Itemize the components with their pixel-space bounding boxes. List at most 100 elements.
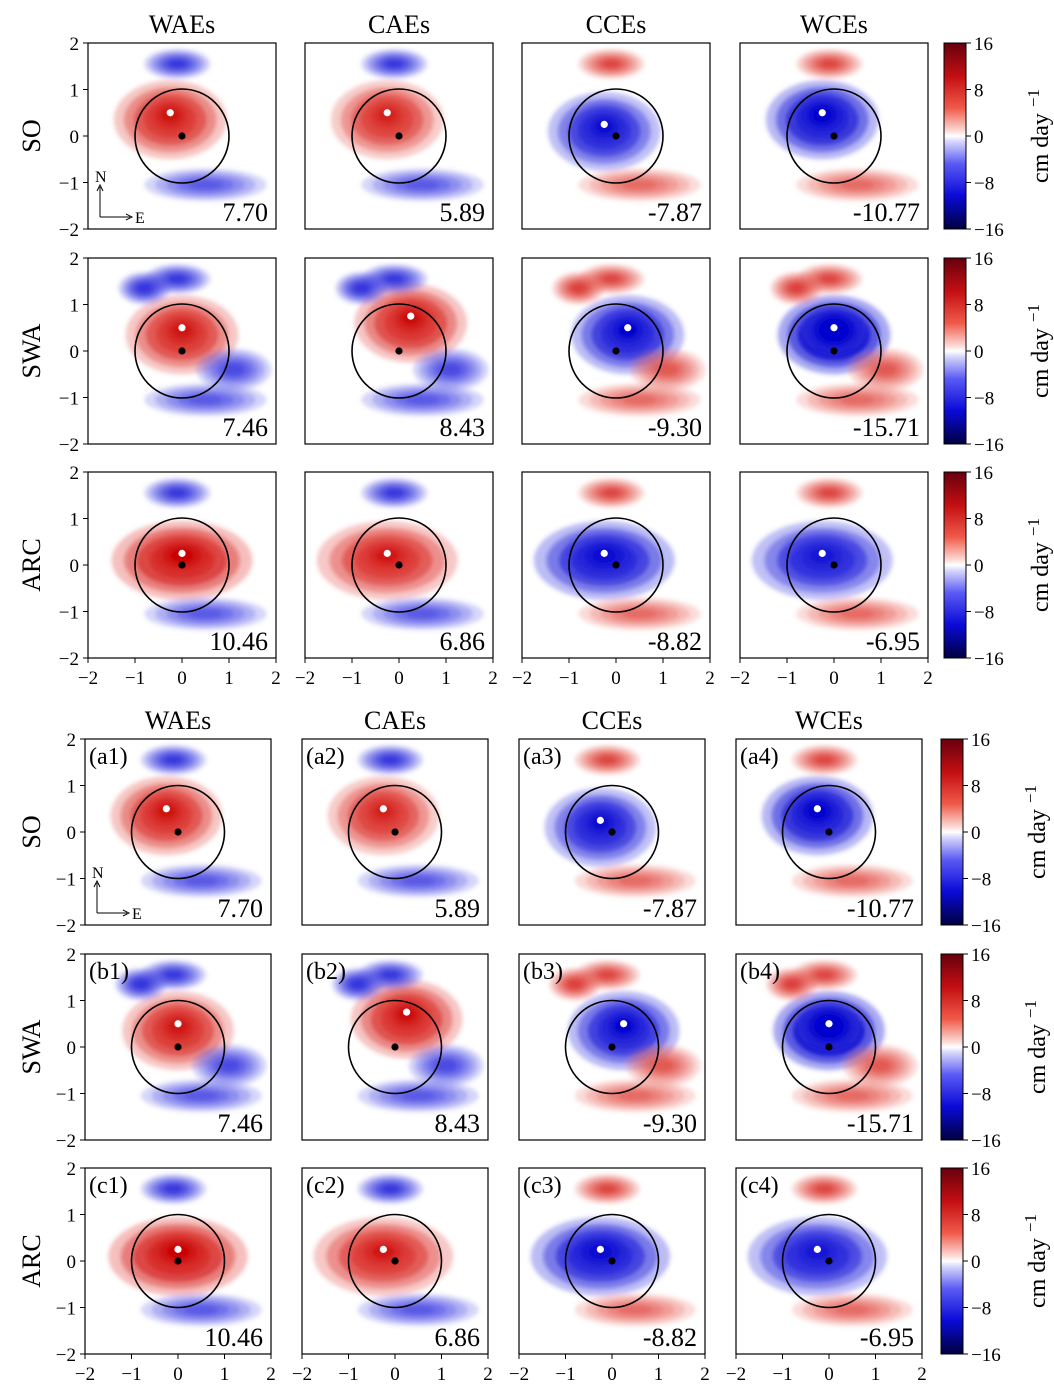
colorbar: 16 8 0 −8 −16 cm day −1 [940,945,1051,1152]
eddy-center [825,828,833,836]
colorbar: 16 8 0 −8 −16 cm day −1 [943,463,1054,670]
panel-value: 8.43 [440,413,486,442]
x-tick-label: 1 [871,1364,881,1385]
eddy-center [391,1257,399,1265]
panel-value: 7.46 [218,1109,264,1138]
contour-field [552,264,706,417]
contour-band [840,395,875,405]
y-tick-label: 1 [70,81,80,102]
x-tick-label: −1 [121,1364,141,1385]
panel-value: -10.77 [853,198,920,227]
contour-band [815,755,834,765]
panel-SO-CCEs: -7.87 [521,42,711,230]
eddy-boundary [781,784,877,880]
eddy-center [178,347,186,355]
colorbar-tick-label: −16 [971,916,1001,937]
panel-label: (b2) [306,959,346,985]
panel-label: (c2) [306,1173,345,1199]
x-tick-label: 2 [271,668,281,689]
eddy-center [608,1043,616,1051]
contour-band [789,283,804,293]
x-tick-label: 2 [483,1364,493,1385]
contour-band [218,1059,240,1072]
contour-field [111,478,267,631]
eddy-boundary [347,1213,443,1309]
panel-frame [301,738,489,926]
eddy-boundary [130,999,226,1095]
contour-band [875,363,897,376]
extremum-point [813,805,821,813]
panel-ARC-CAEs: 6.86 −2 −1 0 1 2 [295,471,498,689]
panel-label: (c3) [523,1173,562,1199]
eddy-center [395,561,403,569]
contour-field [751,478,919,631]
panel-frame [739,42,929,230]
contour-band [188,609,223,619]
contour-band [350,979,365,989]
panel-value: -15.71 [853,413,920,442]
y-tick-label: −1 [56,870,76,891]
contour-band [168,274,187,284]
panel-ARC-WAEs: 10.46 (c1) −2 −1 0 1 2 [75,1167,276,1385]
y-tick-label: 0 [67,1252,77,1273]
eddy-boundary [134,517,230,613]
colorbar-tick-label: −8 [971,870,991,891]
colorbar: 16 8 0 −8 −16 cm day −1 [940,730,1051,937]
eddy-boundary [781,1213,877,1309]
panel-value: -9.30 [643,1109,697,1138]
colorbar-tick-label: 16 [971,730,990,751]
y-tick-label: −1 [59,389,79,410]
x-tick-label: 2 [923,668,933,689]
eddy-boundary [564,784,660,880]
column-title: WAEs [149,10,215,39]
panel-value: 7.70 [218,894,264,923]
colorbar-tick-label: 16 [974,463,993,484]
colorbar-tick-label: −16 [974,649,1004,670]
contour-band [354,283,369,293]
colorbar-tick-label: 0 [971,823,981,844]
colorbar-tick-label: 16 [971,1159,990,1180]
x-tick-label: 2 [488,668,498,689]
eddy-boundary [786,303,882,399]
panel-label: (b1) [89,959,129,985]
eddy-center [830,132,838,140]
panel-frame [518,953,706,1141]
panel-value: 5.89 [435,894,481,923]
contour-band [622,609,657,619]
panel-label: (a1) [89,744,128,770]
colorbar: 16 8 0 −8 −16 cm day −1 [943,249,1054,456]
x-tick-label: 2 [917,1364,927,1385]
eddy-center [830,561,838,569]
y-tick-label: −1 [59,174,79,195]
extremum-point [383,549,391,557]
colorbar-unit: cm day −1 [1021,785,1051,879]
y-tick-label: 1 [67,777,77,798]
column-title: WCEs [800,10,868,39]
panel-SWA-CCEs: -9.30 (b3) [518,953,706,1141]
row-label: SWA [17,1019,46,1074]
contour-field [549,960,701,1113]
x-tick-label: −1 [559,668,579,689]
panel-frame [84,953,272,1141]
contour-band [381,1184,400,1194]
x-tick-label: 1 [437,1364,447,1385]
contour-band [602,488,621,498]
y-tick-label: 2 [67,945,77,966]
x-tick-label: 1 [654,1364,664,1385]
eddy-center [825,1257,833,1265]
y-tick-label: 2 [70,34,80,55]
panel-value: 7.70 [223,198,269,227]
panel-label: (a2) [306,744,345,770]
panel-frame [304,42,494,230]
colorbar-tick-label: 16 [974,34,993,55]
contour-band [598,970,617,980]
contour-band [184,876,219,886]
panel-value: 6.86 [435,1323,481,1352]
x-tick-label: 2 [700,1364,710,1385]
x-tick-label: 0 [173,1364,183,1385]
contour-band [188,395,223,405]
eddy-boundary [134,88,230,184]
colorbar-unit: cm day −1 [1024,304,1054,398]
panel-label: (b4) [740,959,780,985]
y-tick-label: 2 [70,463,80,484]
